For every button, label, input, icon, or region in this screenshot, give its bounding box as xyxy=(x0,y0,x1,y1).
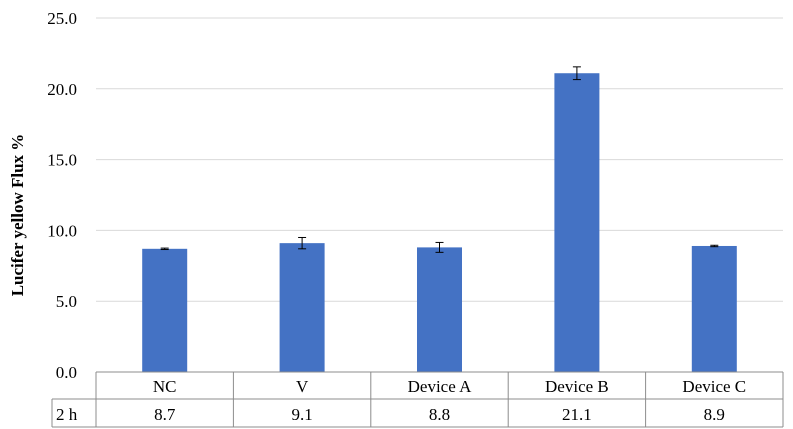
error-bar xyxy=(160,247,169,251)
category-label: NC xyxy=(153,377,177,396)
y-tick-label: 25.0 xyxy=(47,9,77,28)
error-bar xyxy=(572,66,581,81)
y-tick-label: 5.0 xyxy=(56,292,77,311)
category-label: V xyxy=(296,377,309,396)
table-cell-value: 8.8 xyxy=(429,405,450,424)
gridlines xyxy=(96,17,783,302)
y-tick-label: 20.0 xyxy=(47,80,77,99)
bar xyxy=(417,247,462,372)
bar xyxy=(279,243,325,372)
y-tick-label: 0.0 xyxy=(56,363,77,382)
table-row-label: 2 h xyxy=(56,405,78,424)
bar xyxy=(142,248,188,372)
error-bar xyxy=(435,241,444,253)
y-tick-label: 10.0 xyxy=(47,221,77,240)
table-cell-value: 21.1 xyxy=(562,405,592,424)
error-bar xyxy=(298,236,307,250)
error-bar xyxy=(710,244,719,248)
bar xyxy=(554,73,600,372)
table-cell-value: 8.7 xyxy=(154,405,176,424)
y-axis-label: Lucifer yellow Flux % xyxy=(8,134,27,297)
table-cell-value: 8.9 xyxy=(704,405,725,424)
data-table: NC V Device A Device B Device C 2 h 8.7 9.1 8.8 2… xyxy=(51,371,784,428)
y-axis-ticks: 0.0 5.0 10.0 15.0 20.0 25.0 xyxy=(47,9,77,382)
bars xyxy=(142,73,737,372)
bar xyxy=(691,245,737,372)
table-cell-value: 9.1 xyxy=(291,405,312,424)
category-label: Device B xyxy=(545,377,609,396)
error-bars xyxy=(160,66,719,253)
y-tick-label: 15.0 xyxy=(47,151,77,170)
category-label: Device A xyxy=(408,377,472,396)
category-label: Device C xyxy=(682,377,746,396)
